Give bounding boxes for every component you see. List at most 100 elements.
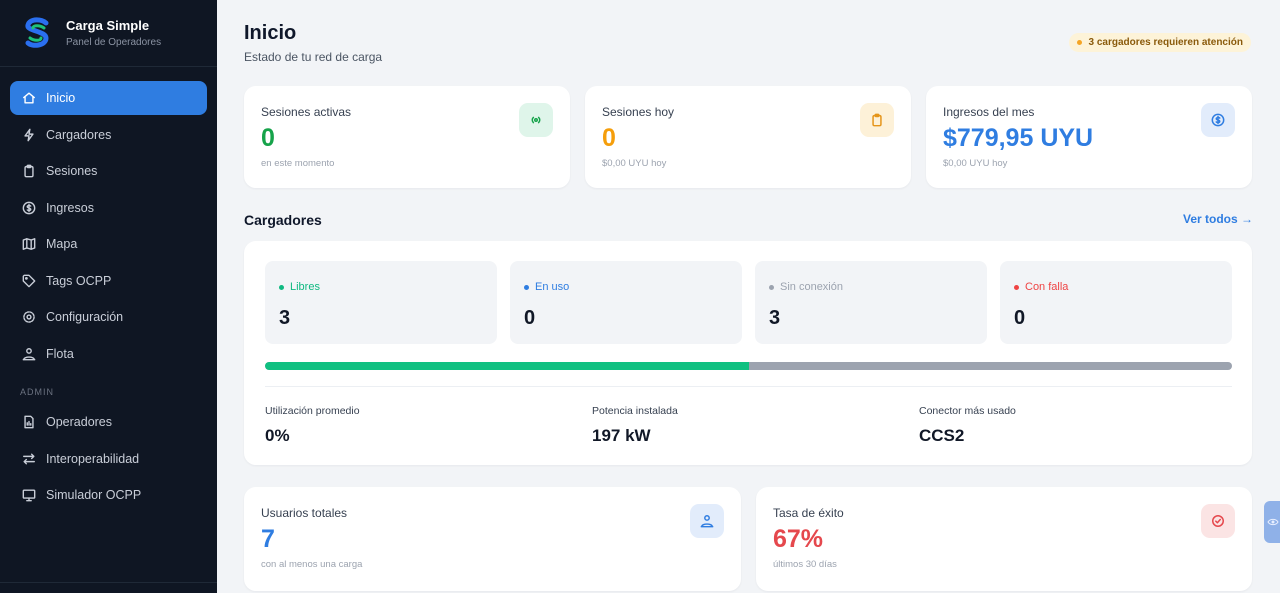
document-icon <box>22 415 36 429</box>
status-label: Sin conexión <box>769 281 843 293</box>
page-subtitle: Estado de tu red de carga <box>244 50 383 64</box>
charger-status-bar-fill <box>265 362 749 370</box>
clipboard-icon <box>22 164 36 178</box>
stat-value: 0 <box>261 124 275 152</box>
charger-status-offline[interactable]: Sin conexión 3 <box>755 261 987 344</box>
status-count: 0 <box>524 307 536 329</box>
sidebar-item-cargadores[interactable]: Cargadores <box>10 118 207 152</box>
status-dot-icon <box>769 284 774 290</box>
status-count: 0 <box>1014 307 1026 329</box>
stat-card-success-rate[interactable]: Tasa de éxito 67% últimos 30 días <box>756 487 1252 591</box>
sidebar-item-label: Configuración <box>46 310 124 324</box>
arrows-icon <box>22 452 36 466</box>
sidebar-item-label: Simulador OCPP <box>46 488 142 502</box>
main-content: Inicio Estado de tu red de carga 3 carga… <box>217 0 1280 593</box>
sidebar-nav: Inicio Cargadores Sesiones Ingresos Mapa… <box>0 67 217 512</box>
chargers-section-title: Cargadores <box>244 212 322 228</box>
stat-footnote: con al menos una carga <box>261 559 363 570</box>
eye-icon <box>1267 518 1279 526</box>
stat-footnote: $0,00 UYU hoy <box>943 158 1008 169</box>
sidebar-item-tags-ocpp[interactable]: Tags OCPP <box>10 264 207 298</box>
stat-card-monthly-revenue[interactable]: Ingresos del mes $779,95 UYU $0,00 UYU h… <box>926 86 1252 188</box>
gear-icon <box>22 310 36 324</box>
clipboard-icon <box>860 103 894 137</box>
charger-status-bar <box>265 362 1232 370</box>
sidebar-item-simulador-ocpp[interactable]: Simulador OCPP <box>10 478 207 512</box>
chargers-card: Libres 3 En uso 0 Sin conexión 3 Con fal… <box>244 241 1252 465</box>
stat-label: Sesiones activas <box>261 105 352 119</box>
check-circle-icon <box>1201 504 1235 538</box>
sidebar-item-interoperabilidad[interactable]: Interoperabilidad <box>10 442 207 476</box>
fleet-icon <box>22 347 36 361</box>
sidebar-item-label: Inicio <box>46 91 76 105</box>
sidebar-item-label: Mapa <box>46 237 78 251</box>
status-label: Con falla <box>1014 281 1068 293</box>
stat-value: $779,95 UYU <box>943 124 1094 152</box>
stat-card-sessions-today[interactable]: Sesiones hoy 0 $0,00 UYU hoy <box>585 86 911 188</box>
stat-value: 0 <box>602 124 616 152</box>
sidebar-item-mapa[interactable]: Mapa <box>10 227 207 261</box>
tag-icon <box>22 274 36 288</box>
stat-footnote: en este momento <box>261 158 335 169</box>
metric-label: Potencia instalada <box>592 405 678 417</box>
sidebar-item-inicio[interactable]: Inicio <box>10 81 207 115</box>
sidebar-item-ingresos[interactable]: Ingresos <box>10 191 207 225</box>
status-dot-icon <box>1014 284 1019 290</box>
metric-utilization: Utilización promedio 0% <box>265 405 360 446</box>
sidebar-item-label: Ingresos <box>46 200 94 215</box>
stat-label: Tasa de éxito <box>773 506 844 520</box>
attention-badge-text: 3 cargadores requieren atención <box>1088 37 1243 48</box>
signal-icon <box>519 103 553 137</box>
sidebar-item-label: Flota <box>46 346 74 361</box>
admin-section-label: ADMIN <box>20 387 54 397</box>
stat-label: Ingresos del mes <box>943 105 1035 119</box>
sidebar-item-flota[interactable]: Flota <box>10 337 207 371</box>
status-label-text: Sin conexión <box>780 281 843 293</box>
dollar-circle-icon <box>22 201 36 215</box>
home-icon <box>22 91 36 105</box>
status-label: Libres <box>279 281 320 293</box>
charger-status-in-use[interactable]: En uso 0 <box>510 261 742 344</box>
brand[interactable]: Carga Simple Panel de Operadores <box>0 0 217 67</box>
divider <box>265 386 1232 387</box>
brand-title: Carga Simple <box>66 18 150 33</box>
stat-card-total-users[interactable]: Usuarios totales 7 con al menos una carg… <box>244 487 741 591</box>
charger-status-faulted[interactable]: Con falla 0 <box>1000 261 1232 344</box>
stat-label: Sesiones hoy <box>602 105 675 119</box>
metric-top-connector: Conector más usado CCS2 <box>919 405 1016 446</box>
status-label-text: Con falla <box>1025 281 1069 293</box>
stat-card-active-sessions[interactable]: Sesiones activas 0 en este momento <box>244 86 570 188</box>
metric-installed-power: Potencia instalada 197 kW <box>592 405 678 446</box>
stat-value: 7 <box>261 525 275 553</box>
brand-subtitle: Panel de Operadores <box>66 37 162 48</box>
stat-label: Usuarios totales <box>261 506 348 520</box>
sidebar-item-operadores[interactable]: Operadores <box>10 405 207 439</box>
stat-value: 67% <box>773 525 824 553</box>
see-all-chargers-link[interactable]: Ver todos → <box>1182 212 1253 226</box>
page-title: Inicio <box>244 22 297 44</box>
metric-label: Conector más usado <box>919 405 1016 417</box>
charger-status-free[interactable]: Libres 3 <box>265 261 497 344</box>
attention-badge[interactable]: 3 cargadores requieren atención <box>1069 33 1251 52</box>
map-icon <box>22 237 36 251</box>
status-label-text: En uso <box>535 281 570 293</box>
users-icon <box>690 504 724 538</box>
accessibility-tab[interactable] <box>1264 501 1280 543</box>
monitor-icon <box>22 488 36 502</box>
sidebar-item-label: Cargadores <box>46 127 112 142</box>
sidebar: Carga Simple Panel de Operadores Inicio … <box>0 0 217 593</box>
status-count: 3 <box>769 307 781 329</box>
stat-footnote: $0,00 UYU hoy <box>602 158 667 169</box>
status-label: En uso <box>524 281 569 293</box>
brand-logo-icon <box>25 17 49 48</box>
sidebar-item-configuracion[interactable]: Configuración <box>10 300 207 334</box>
stat-footnote: últimos 30 días <box>773 559 837 570</box>
sidebar-item-sesiones[interactable]: Sesiones <box>10 154 207 188</box>
sidebar-item-label: Sesiones <box>46 164 98 178</box>
sidebar-item-label: Interoperabilidad <box>46 451 140 466</box>
status-dot-icon <box>279 284 284 290</box>
sidebar-footer-divider <box>0 582 217 583</box>
dollar-circle-icon <box>1201 103 1235 137</box>
metric-label: Utilización promedio <box>265 405 360 417</box>
status-count: 3 <box>279 307 291 329</box>
